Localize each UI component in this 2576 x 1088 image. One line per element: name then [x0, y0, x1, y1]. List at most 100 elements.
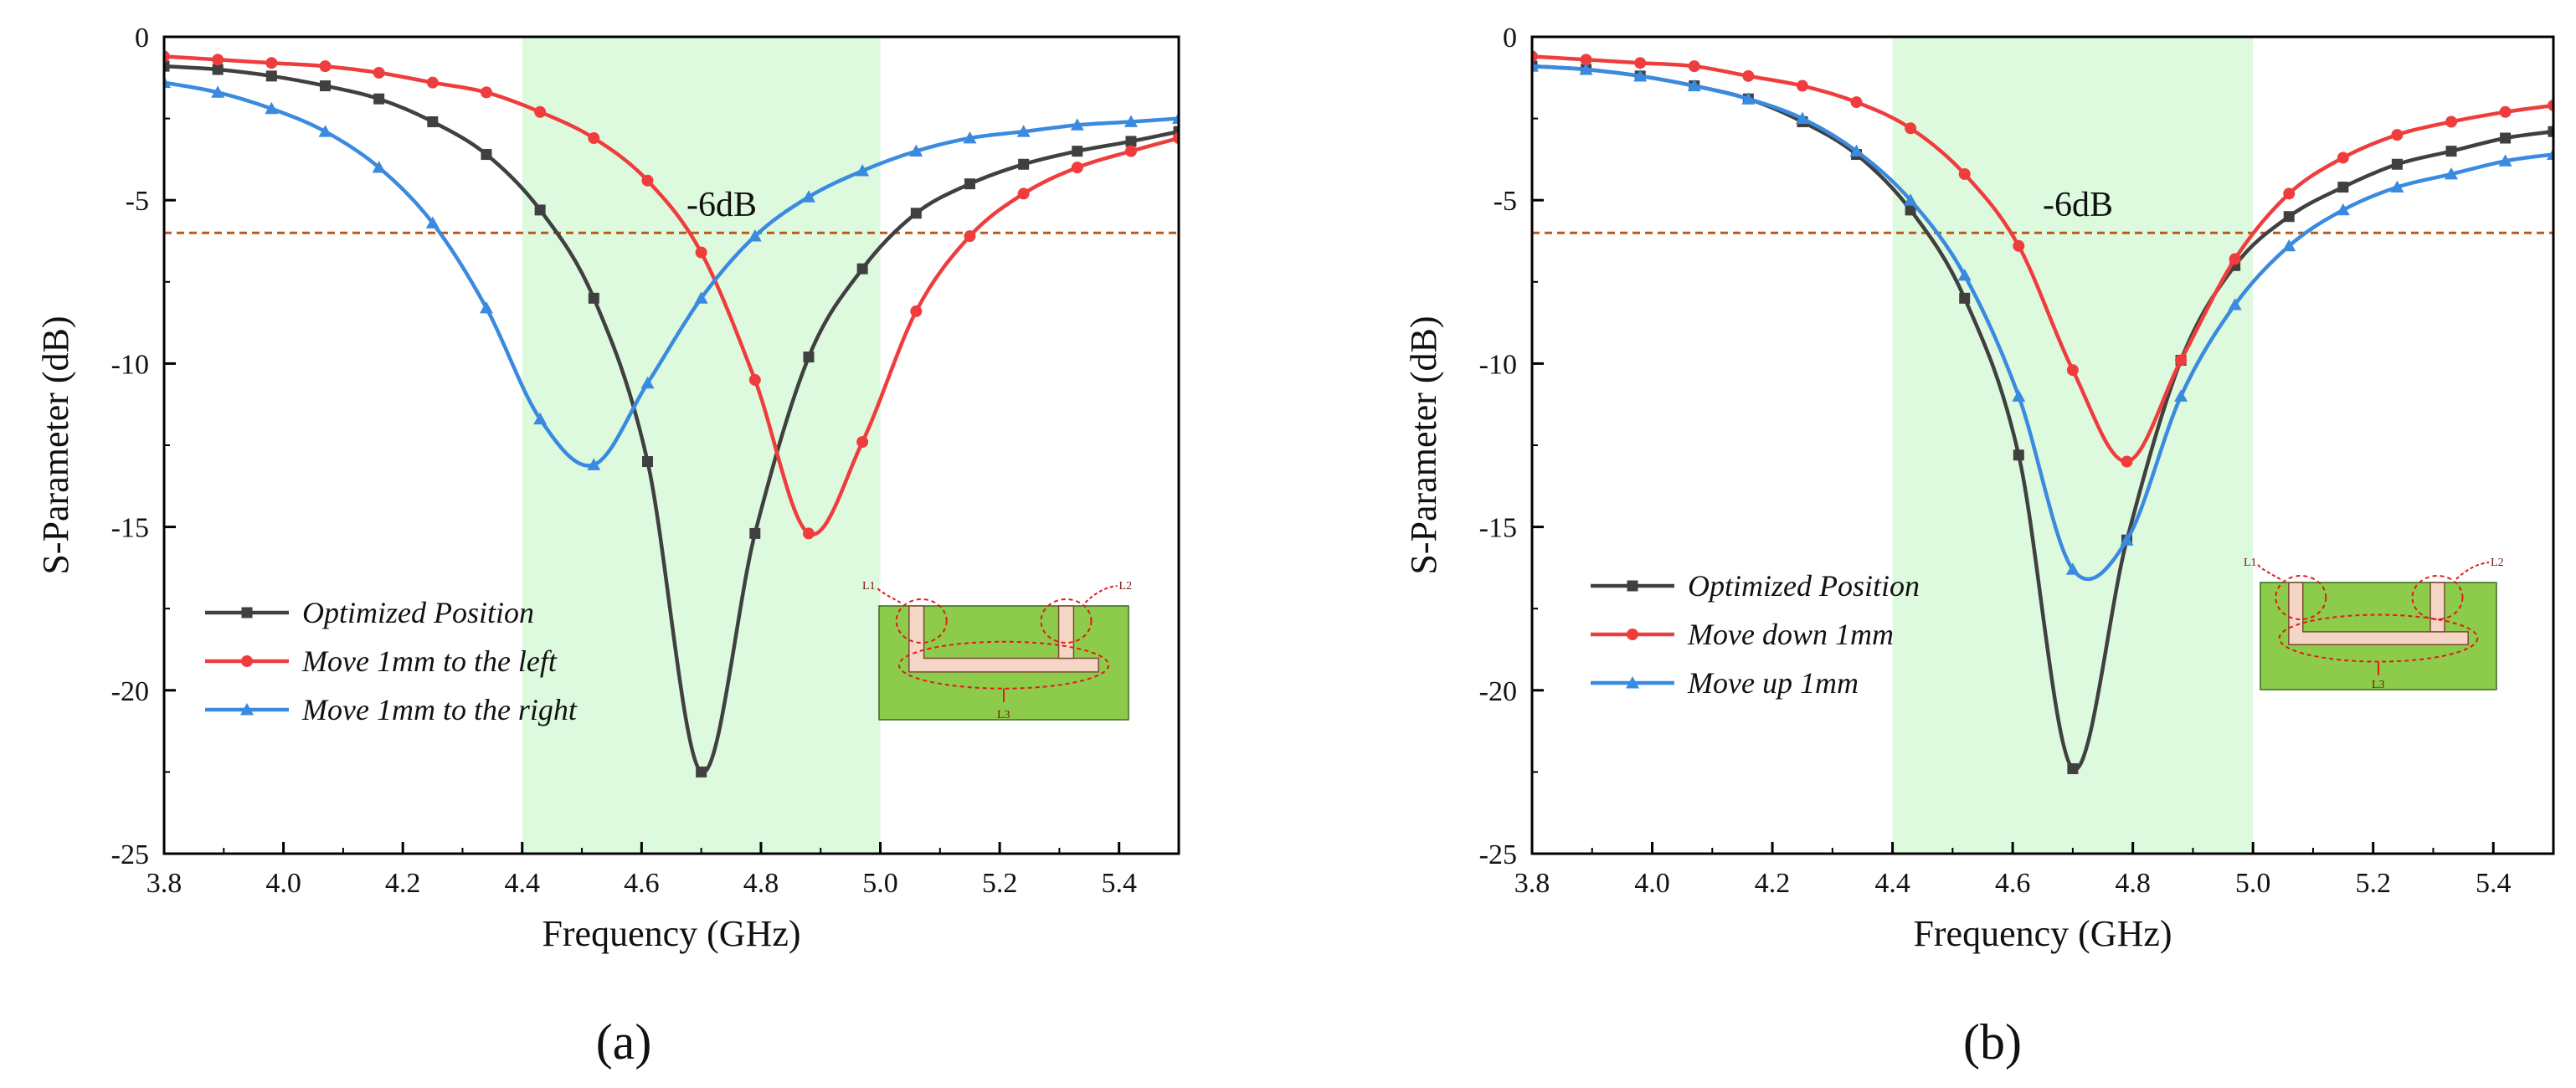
data-point: [1904, 193, 1918, 206]
data-point: [2120, 533, 2134, 546]
inset-label-l1: L1: [2244, 557, 2257, 569]
data-point: [534, 204, 546, 216]
data-point: [802, 527, 815, 540]
legend-marker: [241, 655, 253, 667]
data-point: [164, 50, 170, 63]
inset-label-l3: L3: [2372, 679, 2385, 691]
data-point: [2121, 455, 2133, 468]
inset-ellipse-l1: [895, 598, 948, 644]
panel-a: -6dB 3.8 4.0 4.2 4.4 4.6 4.8 5.0 5.2 5.4 0 -5 -10 -15…: [35, 23, 1180, 1070]
data-point: [2445, 146, 2457, 157]
data-point: [910, 305, 923, 317]
data-point: [265, 57, 278, 69]
data-point: [1742, 69, 1755, 82]
y-tick-label: -25: [111, 839, 149, 870]
inset-ellipse-l1: [2275, 575, 2327, 620]
inset-strip-left: [908, 605, 1099, 673]
data-point: [1634, 57, 1647, 69]
data-point: [587, 458, 601, 470]
data-point: [1173, 132, 1179, 145]
data-point: [1633, 69, 1648, 82]
data-point: [2548, 126, 2553, 137]
data-point: [373, 66, 385, 79]
data-point: [425, 216, 440, 228]
data-point: [695, 246, 707, 259]
data-point: [2498, 154, 2512, 167]
legend-label: Move 1mm to the right: [301, 693, 578, 726]
data-point: [1849, 144, 1864, 157]
y-tick-label: 0: [135, 23, 149, 54]
x-axis-label: Frequency (GHz): [1913, 913, 2172, 954]
x-tick-label: 5.2: [982, 868, 1018, 899]
data-point: [2067, 762, 2079, 774]
data-point: [1579, 63, 1593, 75]
data-point: [265, 101, 279, 115]
data-point: [2445, 167, 2458, 180]
legend: Optimized Position Move 1mm to the left Mo…: [205, 596, 578, 726]
data-point: [1795, 111, 1809, 124]
data-point: [856, 263, 868, 275]
data-point: [1532, 59, 1539, 72]
data-point: [318, 125, 332, 137]
data-point: [2499, 105, 2512, 118]
inset-arrow-l1: [876, 587, 902, 603]
data-point: [1172, 111, 1179, 124]
y-tick-label: -15: [1479, 513, 1517, 544]
data-point: [748, 373, 761, 386]
panel-label: (b): [1963, 1014, 2022, 1070]
data-point: [1532, 50, 1538, 63]
data-point: [1580, 54, 1592, 66]
data-point: [426, 76, 439, 89]
panel-b: -6dB 3.8 4.0 4.2 4.4 4.6 4.8 5.0 5.2 5.4 0 -5 -10 -15…: [1403, 23, 2555, 1070]
data-point: [1687, 79, 1701, 91]
data-point: [963, 131, 977, 144]
y-tick-label: -20: [111, 676, 149, 707]
data-point: [1688, 60, 1700, 73]
data-point: [2283, 187, 2296, 200]
y-tick-label: -10: [111, 349, 149, 380]
data-point: [749, 527, 761, 539]
y-tick-label: -20: [1479, 676, 1517, 707]
data-point: [803, 352, 815, 363]
data-point: [211, 85, 225, 98]
inset-arrow-l2: [1084, 585, 1118, 603]
y-tick-label: -10: [1479, 349, 1517, 380]
data-point: [2548, 99, 2553, 111]
inset-label-l1: L1: [862, 580, 876, 593]
legend-label: Move down 1mm: [1687, 618, 1894, 651]
data-point: [319, 80, 331, 92]
data-point: [2229, 253, 2241, 265]
data-point: [2336, 203, 2350, 216]
series-2: [164, 50, 1179, 540]
data-point: [2391, 129, 2404, 141]
legend-marker: [1626, 676, 1639, 689]
threshold-label: -6dB: [2043, 186, 2113, 224]
data-point: [2282, 239, 2296, 252]
data-point: [534, 105, 547, 118]
data-point: [2175, 354, 2188, 367]
series-3: [1532, 59, 2553, 582]
panel-label: (a): [596, 1014, 652, 1070]
legend-item-2: Move 1mm to the left: [205, 644, 558, 678]
legend-label: Move 1mm to the left: [301, 644, 558, 678]
data-point: [2390, 180, 2404, 192]
data-point: [2547, 147, 2553, 160]
legend-marker: [1627, 580, 1638, 592]
data-point: [856, 436, 869, 449]
data-point: [1741, 92, 1756, 105]
x-tick-label: 5.2: [2355, 868, 2391, 899]
data-point: [1905, 204, 1916, 216]
data-point: [212, 54, 224, 66]
x-tick-label: 4.8: [743, 868, 779, 899]
data-point: [2013, 239, 2025, 252]
x-tick-label: 5.4: [1101, 868, 1137, 899]
x-tick-label: 4.2: [1755, 868, 1791, 899]
series-line: [1532, 54, 2553, 464]
inset-ellipse-l2: [1040, 598, 1093, 644]
legend: Optimized Position Move down 1mm Move up 1…: [1591, 569, 1920, 700]
legend-label: Optimized Position: [1688, 569, 1920, 603]
data-point: [588, 132, 600, 145]
inset-label-l3: L3: [997, 709, 1010, 721]
inset-arrow-l1: [2257, 563, 2281, 580]
antenna-inset: L1 L2 L3: [862, 580, 1132, 721]
